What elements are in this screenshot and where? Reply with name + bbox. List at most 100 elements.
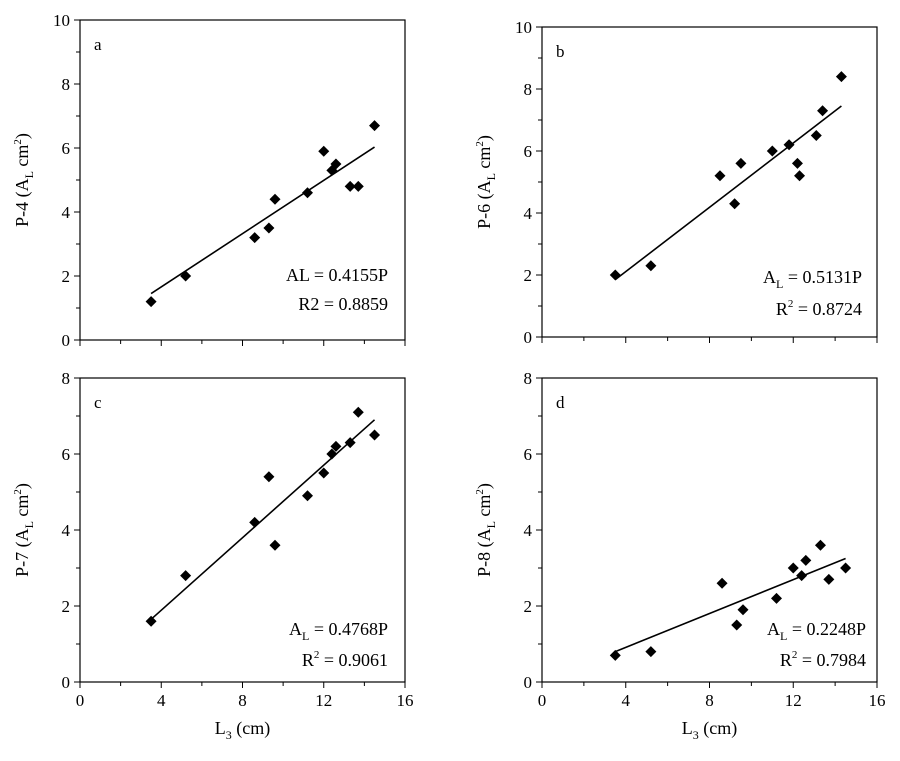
- y-tick-label: 2: [62, 597, 71, 616]
- data-point: [735, 157, 747, 169]
- data-point: [729, 198, 741, 210]
- equation-pre: A: [763, 267, 776, 287]
- y-tick-label: 2: [62, 267, 71, 286]
- data-point: [180, 270, 192, 282]
- x-label-end: (cm): [232, 718, 270, 739]
- y-label-text: P-6 (A: [474, 180, 495, 229]
- data-point: [817, 105, 829, 117]
- y-label-text: P-8 (A: [474, 528, 495, 577]
- data-point: [318, 467, 330, 479]
- y-tick-label: 8: [524, 80, 533, 99]
- data-point: [835, 71, 847, 83]
- trendline: [614, 105, 842, 281]
- y-tick-label: 6: [524, 142, 533, 161]
- r2-sup: 2: [788, 298, 794, 310]
- data-point: [609, 269, 621, 281]
- panel-letter: d: [556, 393, 565, 412]
- y-label-sup: 2: [12, 489, 24, 495]
- x-tick-label: 0: [76, 691, 85, 710]
- data-point: [249, 516, 261, 528]
- r2-post: = 0.7984: [797, 650, 866, 670]
- data-point: [263, 471, 275, 483]
- data-point: [145, 296, 157, 308]
- r-squared: R2 = 0.8859: [298, 294, 388, 314]
- panel-letter: b: [556, 42, 565, 61]
- x-label-sub: 3: [693, 728, 699, 742]
- r2-pre: R: [776, 299, 788, 319]
- x-tick-label: 8: [238, 691, 247, 710]
- y-tick-label: 0: [62, 331, 71, 350]
- data-point: [794, 170, 806, 182]
- y-label-unit: cm: [474, 147, 494, 174]
- y-axis-label: P-8 (AL cm2): [474, 483, 498, 577]
- data-point: [180, 570, 192, 582]
- equation-sub: L: [780, 629, 787, 643]
- r2-post: = 0.9061: [319, 650, 388, 670]
- data-point: [737, 604, 749, 616]
- y-label-sup: 2: [474, 489, 486, 495]
- x-label-text: L: [215, 718, 226, 738]
- data-point: [318, 145, 330, 157]
- equation-sub: L: [302, 629, 309, 643]
- equation-pre: AL = 0.4155P: [286, 265, 388, 285]
- x-tick-label: 0: [538, 691, 547, 710]
- y-label-sup: 2: [12, 139, 24, 145]
- y-axis-label: P-4 (AL cm2): [12, 133, 36, 227]
- y-label-end: ): [12, 133, 33, 139]
- y-label-sub: L: [22, 171, 36, 178]
- data-point: [369, 429, 381, 441]
- y-tick-label: 10: [53, 11, 70, 30]
- equation-post: = 0.4768P: [309, 619, 388, 639]
- y-tick-label: 4: [62, 203, 71, 222]
- regression-equation: AL = 0.4155P: [286, 265, 388, 285]
- y-tick-label: 4: [62, 521, 71, 540]
- equation-pre: A: [289, 619, 302, 639]
- data-point: [330, 158, 342, 170]
- y-tick-label: 0: [62, 673, 71, 692]
- data-point: [369, 120, 381, 132]
- y-label-sub: L: [484, 173, 498, 180]
- y-label-unit: cm: [12, 145, 32, 172]
- data-point: [823, 573, 835, 585]
- data-point: [302, 490, 313, 502]
- y-tick-label: 6: [524, 445, 533, 464]
- data-point: [263, 222, 275, 234]
- panel-letter: a: [94, 35, 102, 54]
- data-point: [714, 170, 726, 182]
- data-point: [783, 139, 795, 151]
- x-axis-label: L3 (cm): [215, 718, 270, 742]
- r2-post: = 0.8859: [319, 294, 388, 314]
- panel-letter: c: [94, 393, 102, 412]
- regression-equation: AL = 0.5131P: [763, 267, 862, 291]
- trendline: [150, 146, 375, 295]
- data-point: [249, 232, 261, 244]
- y-tick-label: 0: [524, 673, 533, 692]
- r2-pre: R: [302, 650, 314, 670]
- y-tick-label: 10: [515, 18, 532, 37]
- y-axis-label: P-7 (AL cm2): [12, 483, 36, 577]
- y-label-sup: 2: [474, 141, 486, 147]
- x-tick-label: 16: [869, 691, 886, 710]
- data-point: [731, 619, 743, 631]
- x-tick-label: 4: [157, 691, 166, 710]
- y-label-unit: cm: [474, 495, 494, 522]
- data-point: [791, 157, 803, 169]
- trendline: [150, 419, 376, 620]
- x-tick-label: 12: [785, 691, 802, 710]
- y-label-sub: L: [484, 521, 498, 528]
- x-tick-label: 4: [622, 691, 631, 710]
- plot-frame: [79, 19, 406, 341]
- plot-frame: [541, 26, 878, 338]
- y-axis-label: P-6 (AL cm2): [474, 135, 498, 229]
- x-label-text: L: [682, 718, 693, 738]
- y-label-text: P-7 (A: [12, 528, 33, 577]
- y-tick-label: 0: [524, 328, 533, 347]
- regression-equation: AL = 0.2248P: [767, 619, 866, 643]
- data-point: [800, 554, 812, 566]
- trendline: [614, 557, 846, 653]
- r-squared: R2 = 0.9061: [302, 649, 388, 670]
- y-label-end: ): [474, 483, 495, 489]
- x-tick-label: 8: [705, 691, 714, 710]
- data-point: [810, 130, 822, 141]
